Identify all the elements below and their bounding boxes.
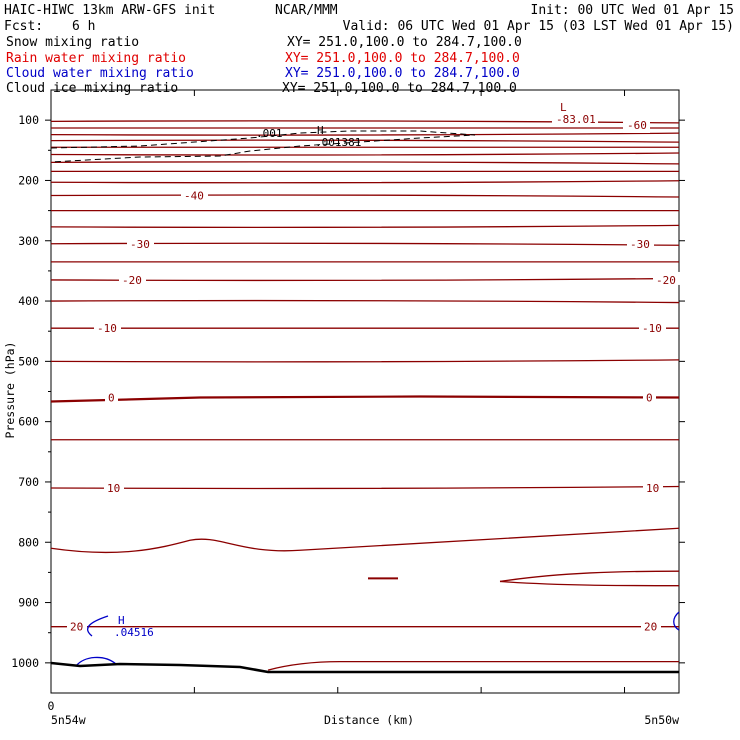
y-tick-label: 900 [18,596,39,610]
model-title: HAIC-HIWC 13km ARW-GFS init [4,3,215,18]
isotherm-line [50,161,680,165]
x-end-label-right: 5n50w [644,713,679,727]
isotherm-line [50,359,680,363]
cloud-water-contour [75,656,117,667]
y-tick-label: 1000 [11,656,39,670]
isotherm-line [50,485,680,490]
cloud-water-contour [87,615,109,637]
isotherm-line [50,299,680,304]
contour-label-bg [104,479,124,493]
contour-label-bg [181,187,208,201]
snow-max-value: .001381 [315,136,361,149]
cloud-water-high-marker: H [118,614,125,627]
isotherm-line [50,224,680,229]
isotherm-label: -20 [656,274,676,287]
field-xy-cloud-water: XY= 251.0,100.0 to 284.7,100.0 [285,66,520,81]
isotherm-label: 20 [70,621,83,634]
fcst-value: 6 h [72,19,95,34]
contour-label-bg [639,320,666,334]
snow-contour-label: .001 [256,127,283,140]
y-tick-label: 600 [18,415,39,429]
field-xy-cloud-ice: XY= 251.0,100.0 to 284.7,100.0 [282,81,517,96]
low-marker: L [560,101,567,114]
y-tick-label: 400 [18,294,39,308]
x-axis-label: Distance (km) [324,713,414,727]
isotherm-label: -30 [130,238,150,251]
x-tick-label-zero: 0 [48,699,55,713]
cloud-water-contour [673,611,680,631]
contour-label-bg [67,618,87,632]
isotherm-line [50,180,680,184]
x-axis-ticks [50,90,626,693]
isotherm-label: -20 [122,274,142,287]
cloud-water-max-value: .04516 [114,626,154,639]
snow-contour [50,130,476,163]
contour-label-bg [119,271,146,285]
y-tick-label: 200 [18,173,39,187]
field-name-cloud-water: Cloud water mixing ratio [6,66,194,81]
field-contours [50,130,680,674]
isotherm-label: 0 [646,392,653,405]
isotherm-line [50,139,680,143]
isotherm-line [50,527,680,554]
isotherm-line [50,395,680,403]
org-label: NCAR/MMM [275,3,338,18]
isotherm-line [499,580,680,587]
snow-high-marker: H [317,124,324,137]
contour-label-bg [105,389,118,403]
fcst-label: Fcst: [4,19,43,34]
contour-label-bg [552,113,598,126]
isotherm-label: -10 [97,322,117,335]
contour-label-bg [623,119,647,132]
isotherm-label: -10 [642,322,662,335]
contour-label-bg [643,479,663,493]
contour-label-bg [641,618,661,632]
contour-label-bg [127,235,154,249]
field-name-rain: Rain water mixing ratio [6,51,186,66]
contour-label-bg [643,389,656,403]
isotherm-line [267,660,679,671]
field-xy-snow: XY= 251.0,100.0 to 284.7,100.0 [287,35,522,50]
min-temp-value: -83.01 [556,113,596,126]
field-xy-rain: XY= 251.0,100.0 to 284.7,100.0 [285,51,520,66]
field-name-cloud-ice: Cloud ice mixing ratio [6,81,178,96]
isotherm-line [50,132,680,136]
isotherm-label: 10 [107,482,120,495]
x-end-label-left: 5n54w [51,713,86,727]
valid-time: Valid: 06 UTC Wed 01 Apr 15 (03 LST Wed … [343,19,734,34]
isotherm-label: 20 [644,621,657,634]
y-tick-label: 100 [18,113,39,127]
terrain-line [50,661,679,674]
plot-frame [50,89,680,694]
isotherm-label: -40 [184,190,204,203]
y-tick-label: 700 [18,475,39,489]
field-name-snow: Snow mixing ratio [6,35,139,50]
isotherm-label: 0 [108,392,115,405]
y-tick-label: 500 [18,354,39,368]
isotherm-label: -30 [630,238,650,251]
y-axis-label: Pressure (hPa) [3,342,17,439]
contour-label-bg [653,271,680,285]
y-tick-label: 300 [18,234,39,248]
init-time: Init: 00 UTC Wed 01 Apr 15 [531,3,735,18]
isotherm-line [50,152,680,156]
y-tick-label: 800 [18,535,39,549]
isotherm-label: 10 [646,482,659,495]
isotherm-line [499,570,680,583]
isotherm-line [50,194,680,198]
contour-label-bg [627,235,654,249]
contour-label-bg [94,320,121,334]
contour-label-minus60: -60 [627,119,647,132]
